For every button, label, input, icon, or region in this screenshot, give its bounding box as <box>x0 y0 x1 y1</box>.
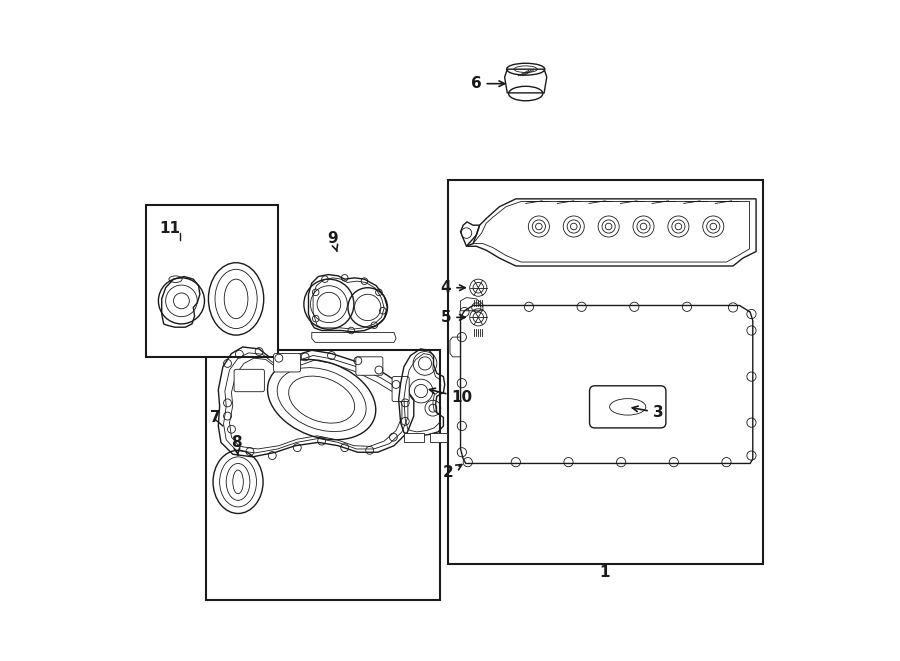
Text: 2: 2 <box>443 465 462 480</box>
Text: 8: 8 <box>230 435 241 455</box>
FancyBboxPatch shape <box>234 369 265 392</box>
Text: 11: 11 <box>160 221 181 236</box>
Text: 3: 3 <box>633 405 663 420</box>
Text: 10: 10 <box>429 388 472 405</box>
FancyBboxPatch shape <box>392 377 410 402</box>
Text: 1: 1 <box>599 565 610 580</box>
Text: 4: 4 <box>441 280 465 295</box>
Bar <box>430 432 446 442</box>
Bar <box>206 350 440 600</box>
Bar <box>404 432 424 442</box>
FancyBboxPatch shape <box>274 354 301 372</box>
Bar <box>448 180 762 564</box>
Text: 9: 9 <box>328 231 338 251</box>
Text: 5: 5 <box>441 310 465 325</box>
FancyBboxPatch shape <box>590 386 666 428</box>
Bar <box>146 206 277 357</box>
FancyBboxPatch shape <box>356 357 382 375</box>
Text: 6: 6 <box>471 76 505 91</box>
Text: 7: 7 <box>210 410 220 425</box>
